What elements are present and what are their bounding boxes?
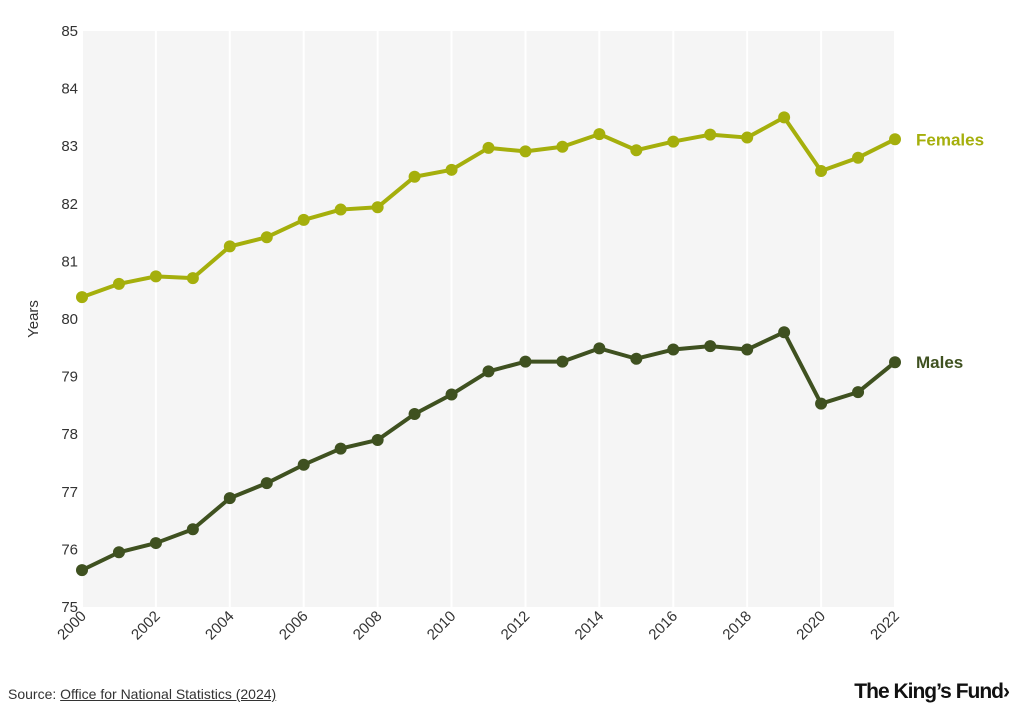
x-tick-label: 2022 <box>867 608 903 644</box>
y-tick-label: 82 <box>61 196 78 213</box>
females-point-2003 <box>186 272 199 285</box>
males-point-2004 <box>223 492 236 505</box>
y-tick-label: 78 <box>61 426 78 443</box>
y-tick-label: 81 <box>61 253 78 270</box>
females-point-2011 <box>482 141 495 154</box>
source-prefix: Source: <box>8 686 61 702</box>
y-tick-label: 75 <box>61 599 78 616</box>
females-point-2016 <box>667 135 680 148</box>
females-point-2002 <box>149 270 162 283</box>
males-point-2022 <box>889 356 901 369</box>
females-point-2022 <box>889 133 901 146</box>
males-point-2021 <box>852 386 865 399</box>
y-tick-label: 83 <box>61 138 78 155</box>
y-axis-ticks: 75 76 77 78 79 80 81 82 83 84 85 <box>61 23 78 616</box>
males-point-2019 <box>778 326 791 339</box>
x-tick-label: 2008 <box>350 608 386 644</box>
females-point-2005 <box>260 231 273 244</box>
males-point-2012 <box>519 355 532 368</box>
males-point-2016 <box>667 343 680 356</box>
x-tick-label: 2012 <box>498 608 534 644</box>
females-point-2014 <box>593 128 606 141</box>
females-point-2009 <box>408 170 421 183</box>
males-point-2010 <box>445 388 458 401</box>
source-link[interactable]: Office for National Statistics (2024) <box>60 686 277 702</box>
males-point-2011 <box>482 365 495 378</box>
males-point-2000 <box>76 564 88 577</box>
source-note: Source: Office for National Statistics (… <box>8 686 276 702</box>
females-point-2021 <box>852 151 865 164</box>
females-point-2010 <box>445 163 458 176</box>
males-point-2002 <box>149 537 162 550</box>
y-tick-label: 76 <box>61 541 78 558</box>
x-tick-label: 2014 <box>572 608 608 644</box>
gridlines <box>81 31 896 607</box>
males-point-2013 <box>556 355 569 368</box>
females-point-2007 <box>334 203 347 216</box>
x-tick-label: 2018 <box>719 608 755 644</box>
females-point-2001 <box>112 277 125 290</box>
males-point-2015 <box>630 352 643 365</box>
y-tick-label: 77 <box>61 484 78 501</box>
females-point-2018 <box>741 131 754 144</box>
series-layer: Females Males <box>76 111 984 577</box>
x-axis-ticks: 2000 2002 2004 2006 2008 2010 2012 2014 2016 2018… <box>54 608 903 644</box>
males-series-label: Males <box>916 353 963 372</box>
males-point-2003 <box>186 523 199 536</box>
x-tick-label: 2010 <box>424 608 460 644</box>
females-series-label: Females <box>916 130 984 149</box>
males-point-2006 <box>297 458 310 471</box>
males-point-2007 <box>334 442 347 455</box>
males-series: Males <box>76 326 963 577</box>
y-axis-label: Years <box>25 300 42 338</box>
females-point-2015 <box>630 144 643 157</box>
x-tick-label: 2004 <box>202 608 238 644</box>
females-point-2013 <box>556 140 569 153</box>
brand-logo: The King’s Fund› <box>854 680 1010 703</box>
y-tick-label: 84 <box>61 81 78 98</box>
x-tick-label: 2002 <box>128 608 164 644</box>
females-point-2006 <box>297 213 310 226</box>
females-point-2000 <box>76 291 88 304</box>
females-series: Females <box>76 111 984 304</box>
females-point-2019 <box>778 111 791 124</box>
males-point-2001 <box>112 546 125 559</box>
females-point-2004 <box>223 240 236 253</box>
females-point-2008 <box>371 201 384 214</box>
females-point-2020 <box>815 164 828 177</box>
x-tick-label: 2020 <box>793 608 829 644</box>
x-tick-label: 2000 <box>54 608 90 644</box>
y-tick-label: 85 <box>61 23 78 40</box>
males-point-2009 <box>408 408 421 421</box>
males-point-2005 <box>260 477 273 490</box>
males-point-2008 <box>371 433 384 446</box>
x-tick-label: 2006 <box>276 608 312 644</box>
x-tick-label: 2016 <box>645 608 681 644</box>
y-tick-label: 79 <box>61 369 78 386</box>
females-point-2017 <box>704 128 717 141</box>
males-point-2017 <box>704 340 717 353</box>
y-tick-label: 80 <box>61 311 78 328</box>
males-point-2020 <box>815 397 828 410</box>
males-point-2018 <box>741 343 754 356</box>
females-point-2012 <box>519 145 532 158</box>
males-point-2014 <box>593 342 606 355</box>
